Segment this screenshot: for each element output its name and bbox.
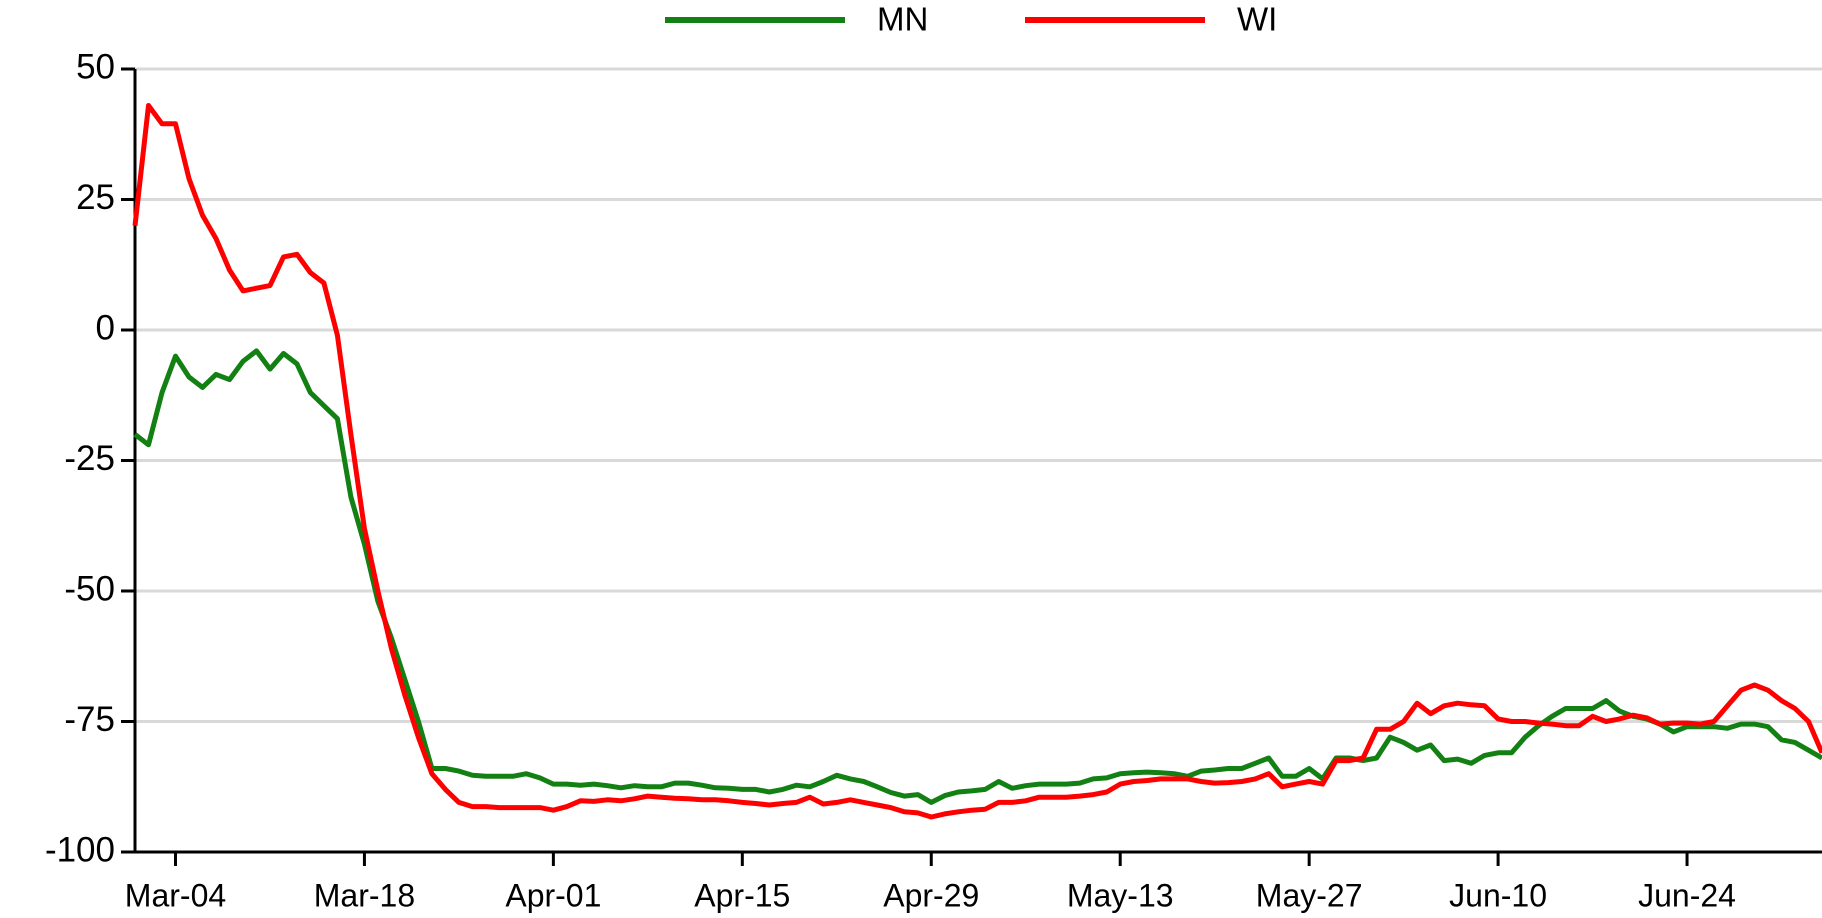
legend-label: MN xyxy=(877,1,928,38)
x-tick-label: Mar-18 xyxy=(314,877,415,913)
y-tick-label: -50 xyxy=(64,569,115,608)
series-line xyxy=(132,103,1822,820)
x-tick-label: Mar-04 xyxy=(125,877,226,913)
x-tick-label: Apr-01 xyxy=(505,877,601,913)
x-tick-label: Jun-24 xyxy=(1638,877,1736,913)
x-tick-label: Apr-15 xyxy=(694,877,790,913)
x-tick-label: Jun-10 xyxy=(1449,877,1547,913)
legend-label: WI xyxy=(1237,1,1277,38)
series-line xyxy=(133,348,1822,805)
x-tick-label: Apr-29 xyxy=(883,877,979,913)
y-tick-label: -75 xyxy=(64,700,115,739)
y-tick-label: 0 xyxy=(96,308,115,347)
y-tick-label: 50 xyxy=(76,47,115,86)
y-tick-label: -25 xyxy=(64,439,115,478)
x-tick-label: May-13 xyxy=(1067,877,1174,913)
y-tick-label: 25 xyxy=(76,178,115,217)
x-tick-label: May-27 xyxy=(1256,877,1363,913)
y-tick-label: -100 xyxy=(45,830,115,869)
